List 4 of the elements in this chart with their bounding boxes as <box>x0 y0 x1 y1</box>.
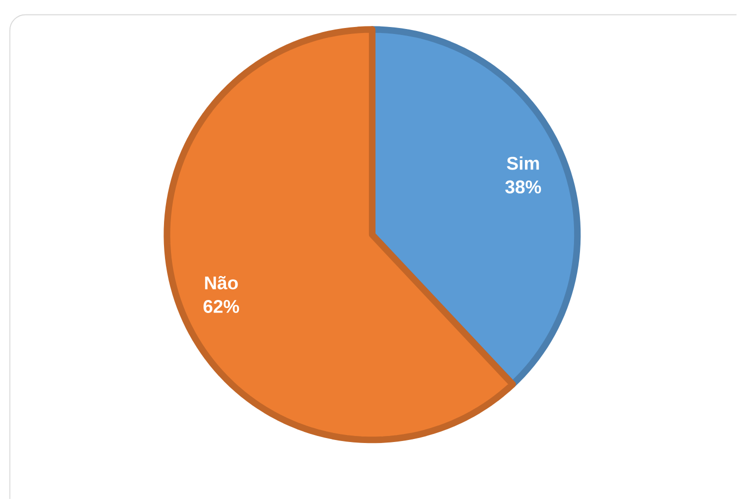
data-label: 62% <box>204 300 240 313</box>
slice-label: Sim <box>506 156 539 170</box>
slice-label: Não <box>205 276 238 290</box>
data-label: 38% <box>505 180 542 194</box>
